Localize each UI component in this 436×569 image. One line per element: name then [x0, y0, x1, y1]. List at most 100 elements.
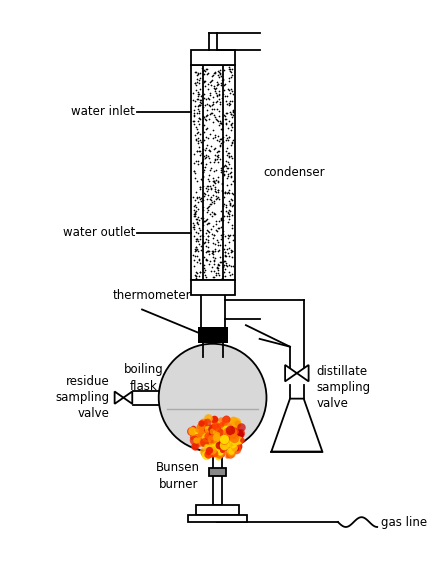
Point [191, 220, 198, 229]
Point [206, 200, 213, 209]
Point [221, 420, 228, 429]
Point [228, 223, 235, 232]
Point [215, 150, 222, 159]
Point [217, 431, 224, 440]
Point [197, 136, 204, 145]
Point [223, 151, 230, 160]
Point [191, 101, 198, 110]
Point [227, 447, 234, 456]
Point [211, 432, 218, 441]
Point [215, 90, 222, 99]
Point [221, 240, 228, 249]
Point [209, 426, 216, 435]
Point [204, 255, 211, 264]
Point [190, 251, 197, 260]
Point [211, 187, 218, 196]
Point [211, 179, 218, 188]
Point [211, 177, 218, 186]
Point [220, 201, 227, 211]
Point [224, 245, 231, 254]
Point [203, 432, 210, 442]
Point [198, 137, 204, 146]
Point [227, 64, 234, 73]
Point [219, 436, 226, 446]
Point [208, 437, 215, 446]
Point [191, 117, 198, 126]
Point [190, 192, 197, 201]
Point [215, 173, 222, 182]
Point [211, 154, 218, 163]
Point [208, 435, 215, 444]
Point [215, 266, 222, 275]
Point [215, 112, 222, 121]
Point [210, 145, 217, 154]
Polygon shape [123, 391, 132, 404]
Point [222, 187, 229, 196]
Point [196, 90, 203, 99]
Point [210, 432, 217, 442]
Point [230, 424, 237, 433]
Point [228, 446, 235, 455]
Point [196, 231, 203, 240]
Point [218, 215, 225, 224]
Point [201, 153, 208, 162]
Point [212, 427, 219, 436]
Point [222, 260, 229, 269]
Point [203, 427, 210, 436]
Point [220, 440, 227, 449]
Point [195, 109, 202, 118]
Point [224, 230, 231, 239]
Point [218, 72, 225, 81]
Polygon shape [297, 365, 309, 381]
Point [226, 432, 233, 441]
Point [222, 248, 229, 257]
Point [204, 246, 211, 255]
Point [228, 84, 235, 93]
Point [226, 426, 233, 435]
Point [228, 86, 235, 96]
Point [199, 196, 206, 205]
Point [225, 133, 232, 142]
Point [193, 243, 200, 252]
Point [216, 258, 223, 267]
Point [204, 231, 211, 240]
Point [201, 260, 208, 269]
Point [202, 255, 209, 265]
Point [209, 441, 216, 450]
Point [209, 100, 216, 109]
Point [221, 85, 228, 94]
Point [192, 123, 199, 132]
Point [218, 258, 225, 267]
Point [198, 213, 205, 222]
Point [203, 440, 210, 449]
Point [211, 176, 218, 185]
Point [192, 271, 199, 280]
Point [210, 422, 217, 431]
Point [191, 432, 198, 442]
Point [218, 119, 225, 128]
Point [201, 112, 208, 121]
Text: distillate
sampling
valve: distillate sampling valve [317, 365, 371, 410]
Point [191, 223, 198, 232]
Point [193, 436, 200, 445]
Point [193, 68, 200, 77]
Point [191, 209, 198, 218]
Point [200, 77, 207, 86]
Point [198, 158, 205, 167]
Point [194, 88, 201, 97]
Point [204, 208, 211, 217]
Point [222, 130, 229, 139]
Point [204, 215, 211, 224]
Point [207, 80, 214, 89]
Point [200, 231, 207, 240]
Point [211, 415, 218, 424]
Point [193, 245, 200, 254]
Point [223, 424, 230, 433]
Point [205, 218, 212, 227]
Point [203, 111, 210, 120]
Point [200, 437, 207, 446]
Point [192, 201, 199, 210]
Point [188, 426, 195, 435]
Point [205, 443, 212, 452]
Point [214, 90, 221, 100]
